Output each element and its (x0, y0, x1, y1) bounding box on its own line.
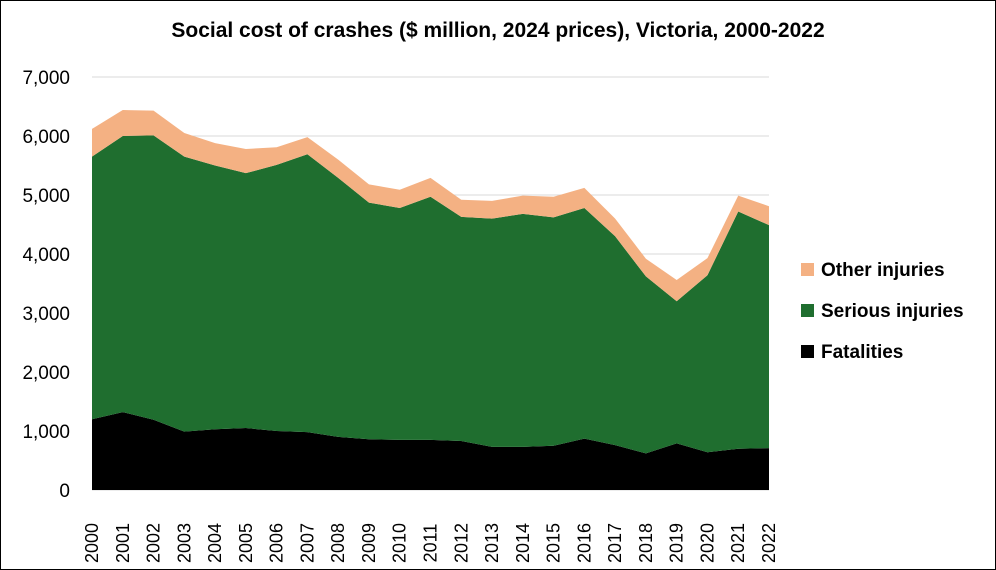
legend: Other injuries Serious injuries Fatalities (801, 260, 964, 363)
y-tick-label: 2,000 (22, 363, 70, 384)
legend-label-other-injuries: Other injuries (821, 260, 945, 281)
x-tick-label: 2000 (82, 523, 102, 563)
x-tick-label: 2005 (236, 523, 256, 563)
legend-label-serious-injuries: Serious injuries (821, 301, 964, 322)
x-tick-label: 2009 (359, 523, 379, 563)
x-tick-label: 2006 (267, 523, 287, 563)
x-tick-label: 2017 (605, 523, 625, 563)
y-tick-label: 6,000 (22, 127, 70, 148)
x-tick-label: 2018 (636, 523, 656, 563)
y-axis-ticks: 0 1,000 2,000 3,000 4,000 5,000 6,000 7,000 (22, 68, 70, 502)
x-tick-label: 2010 (390, 523, 410, 563)
x-tick-label: 2014 (513, 523, 533, 563)
legend-label-fatalities: Fatalities (821, 342, 903, 363)
x-tick-label: 2007 (297, 523, 317, 563)
x-tick-label: 2021 (728, 523, 748, 563)
x-tick-label: 2022 (759, 523, 779, 563)
y-tick-label: 7,000 (22, 68, 70, 89)
x-tick-label: 2015 (544, 523, 564, 563)
area-fatalities (92, 412, 769, 490)
x-tick-label: 2008 (328, 523, 348, 563)
x-tick-label: 2020 (697, 523, 717, 563)
x-tick-label: 2019 (667, 523, 687, 563)
legend-swatch-other-injuries (801, 263, 814, 276)
y-tick-label: 5,000 (22, 186, 70, 207)
x-tick-label: 2004 (205, 523, 225, 563)
x-tick-label: 2012 (451, 523, 471, 563)
x-tick-label: 2003 (174, 523, 194, 563)
x-tick-label: 2011 (421, 524, 441, 563)
legend-swatch-serious-injuries (801, 304, 814, 317)
chart-title: Social cost of crashes ($ million, 2024 … (171, 19, 825, 42)
area-serious-injuries (92, 135, 769, 454)
area-other-injuries (92, 110, 769, 302)
x-tick-label: 2016 (574, 523, 594, 563)
y-tick-label: 1,000 (22, 422, 70, 443)
y-tick-label: 3,000 (22, 304, 70, 325)
x-tick-label: 2001 (113, 523, 133, 563)
x-axis-ticks: 2000 2001 2002 2003 2004 2005 2006 2007 2008 2009… (82, 523, 779, 563)
x-tick-label: 2002 (144, 523, 164, 563)
x-tick-label: 2013 (482, 523, 502, 563)
area-series (92, 110, 769, 490)
legend-swatch-fatalities (801, 345, 814, 358)
y-tick-label: 0 (59, 481, 70, 502)
y-tick-label: 4,000 (22, 245, 70, 266)
